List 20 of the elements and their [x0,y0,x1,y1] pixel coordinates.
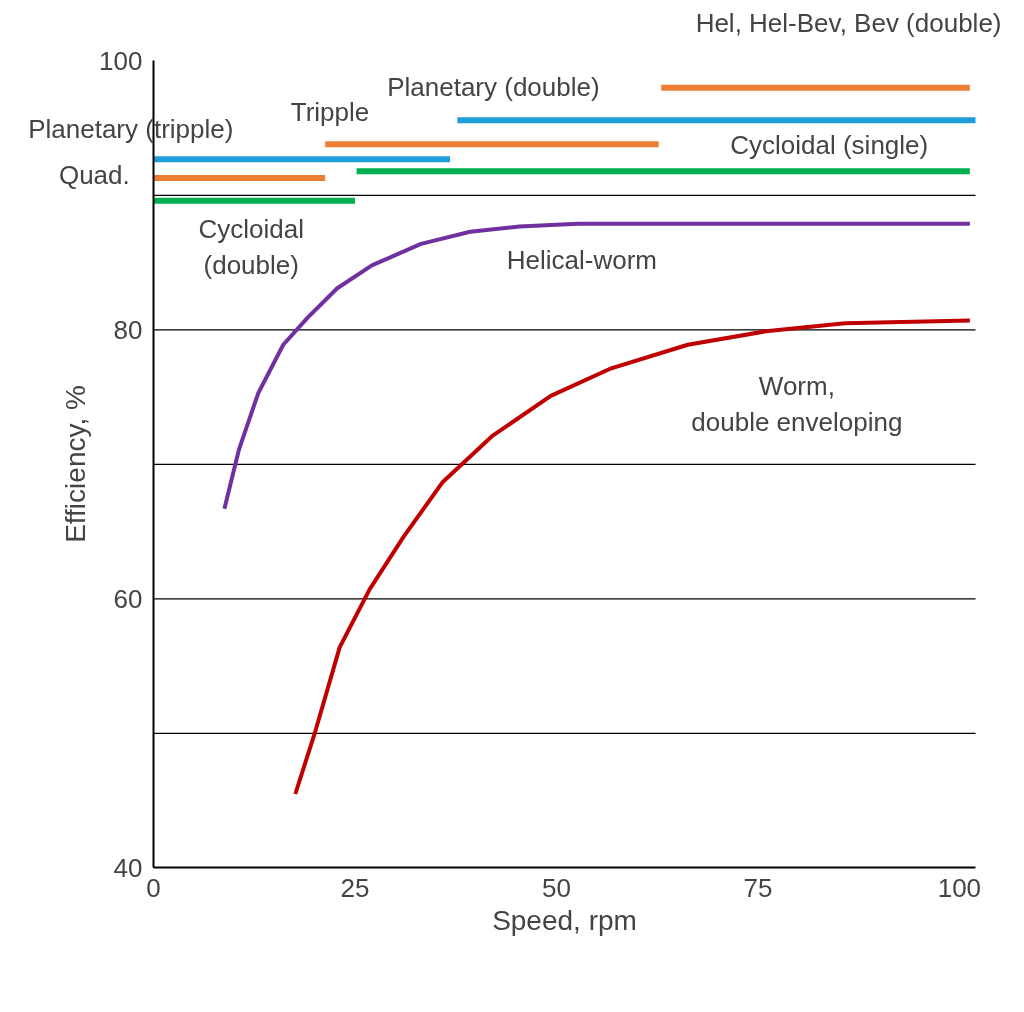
x-tick-label: 75 [743,872,773,903]
y-axis-title: Efficiency, % [60,385,92,543]
x-tick-label: 100 [937,872,982,903]
series-label: Helical-worm [506,244,657,275]
x-tick-label: 50 [541,872,571,903]
y-tick-label: 80 [113,314,143,345]
series-label: Hel, Hel-Bev, Bev (double) [695,7,1002,38]
series-label: Cycloidal (double) [198,213,304,280]
y-tick-label: 60 [113,583,143,614]
y-tick-label: 40 [113,852,143,883]
x-tick-label: 25 [340,872,370,903]
series-label: Cycloidal (single) [730,130,929,161]
x-axis-title: Speed, rpm [492,904,637,936]
x-tick-label: 0 [146,872,161,903]
y-tick-label: 100 [99,45,143,76]
line-series [293,318,972,796]
series-label: Tripple [290,97,370,128]
series-label: Worm, double enveloping [691,370,903,437]
series-label: Planetary (double) [387,72,600,103]
series-label: Quad. [58,159,130,190]
